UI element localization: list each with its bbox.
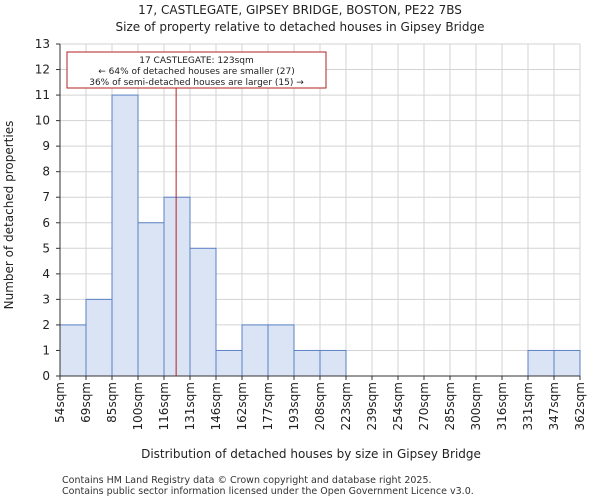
x-tick-label: 85sqm (105, 382, 119, 423)
x-tick-label: 131sqm (183, 382, 197, 430)
bar-69sqm (85, 298, 113, 377)
annotation-line-1: 17 CASTLEGATE: 123sqm (139, 56, 254, 66)
y-tick-label: 11 (35, 88, 50, 102)
bar-85sqm (111, 94, 139, 377)
y-tick-label: 3 (42, 292, 50, 306)
y-tick-label: 13 (35, 37, 50, 51)
y-tick-label: 2 (42, 318, 50, 332)
annotation-line-2: ← 64% of detached houses are smaller (27… (98, 67, 295, 77)
bar-208sqm (319, 349, 347, 377)
bar-116sqm (163, 196, 191, 377)
y-tick-label: 9 (42, 139, 50, 153)
x-tick-label: 223sqm (339, 382, 353, 430)
y-tick-label: 7 (42, 190, 50, 204)
x-ticks: 54sqm 69sqm 85sqm 100sqm 116sqm 131sqm 146sqm 1… (53, 376, 587, 430)
y-tick-label: 1 (42, 343, 50, 357)
x-tick-label: 254sqm (391, 382, 405, 430)
x-tick-label: 54sqm (53, 382, 67, 423)
y-tick-label: 5 (42, 241, 50, 255)
chart-title-line2: Size of property relative to detached ho… (116, 20, 485, 34)
annotation-frame (66, 51, 327, 89)
footer-line-2: Contains public sector information licen… (62, 486, 474, 497)
bar-331sqm (527, 349, 555, 377)
y-tick-label: 10 (35, 114, 50, 128)
x-tick-label: 331sqm (521, 382, 535, 430)
x-axis-label: Distribution of detached houses by size … (141, 447, 481, 461)
footer-line-1: Contains HM Land Registry data © Crown c… (62, 475, 432, 486)
x-tick-label: 270sqm (417, 382, 431, 430)
x-tick-label: 100sqm (131, 382, 145, 430)
chart-title-line1: 17, CASTLEGATE, GIPSEY BRIDGE, BOSTON, P… (138, 3, 462, 17)
y-tick-label: 8 (42, 165, 50, 179)
bar-177sqm (267, 324, 295, 377)
bar-146sqm (215, 349, 243, 377)
x-tick-label: 146sqm (209, 382, 223, 430)
annotation-line-3: 36% of semi-detached houses are larger (… (89, 78, 304, 88)
y-tick-label: 6 (42, 216, 50, 230)
bar-54sqm (59, 324, 87, 377)
x-tick-label: 347sqm (547, 382, 561, 430)
y-tick-label: 0 (42, 369, 50, 383)
bar-162sqm (241, 324, 269, 377)
y-axis-label: Number of detached properties (2, 121, 16, 310)
bar-100sqm (137, 222, 165, 377)
x-tick-label: 300sqm (469, 382, 483, 430)
y-tick-label: 12 (35, 63, 50, 77)
x-tick-label: 239sqm (365, 382, 379, 430)
x-tick-label: 316sqm (495, 382, 509, 430)
y-tick-label: 4 (42, 267, 50, 281)
x-tick-label: 208sqm (313, 382, 327, 430)
annotation-box: 17 CASTLEGATE: 123sqm ← 64% of detached … (66, 51, 327, 89)
bars (59, 94, 581, 377)
x-tick-label: 177sqm (261, 382, 275, 430)
x-tick-label: 69sqm (79, 382, 93, 423)
x-tick-label: 162sqm (235, 382, 249, 430)
bar-131sqm (189, 247, 217, 377)
x-tick-label: 193sqm (287, 382, 301, 430)
x-tick-label: 116sqm (157, 382, 171, 430)
bar-347sqm (553, 349, 581, 377)
x-tick-label: 285sqm (443, 382, 457, 430)
x-tick-label: 362sqm (573, 382, 587, 430)
bar-193sqm (293, 349, 321, 377)
